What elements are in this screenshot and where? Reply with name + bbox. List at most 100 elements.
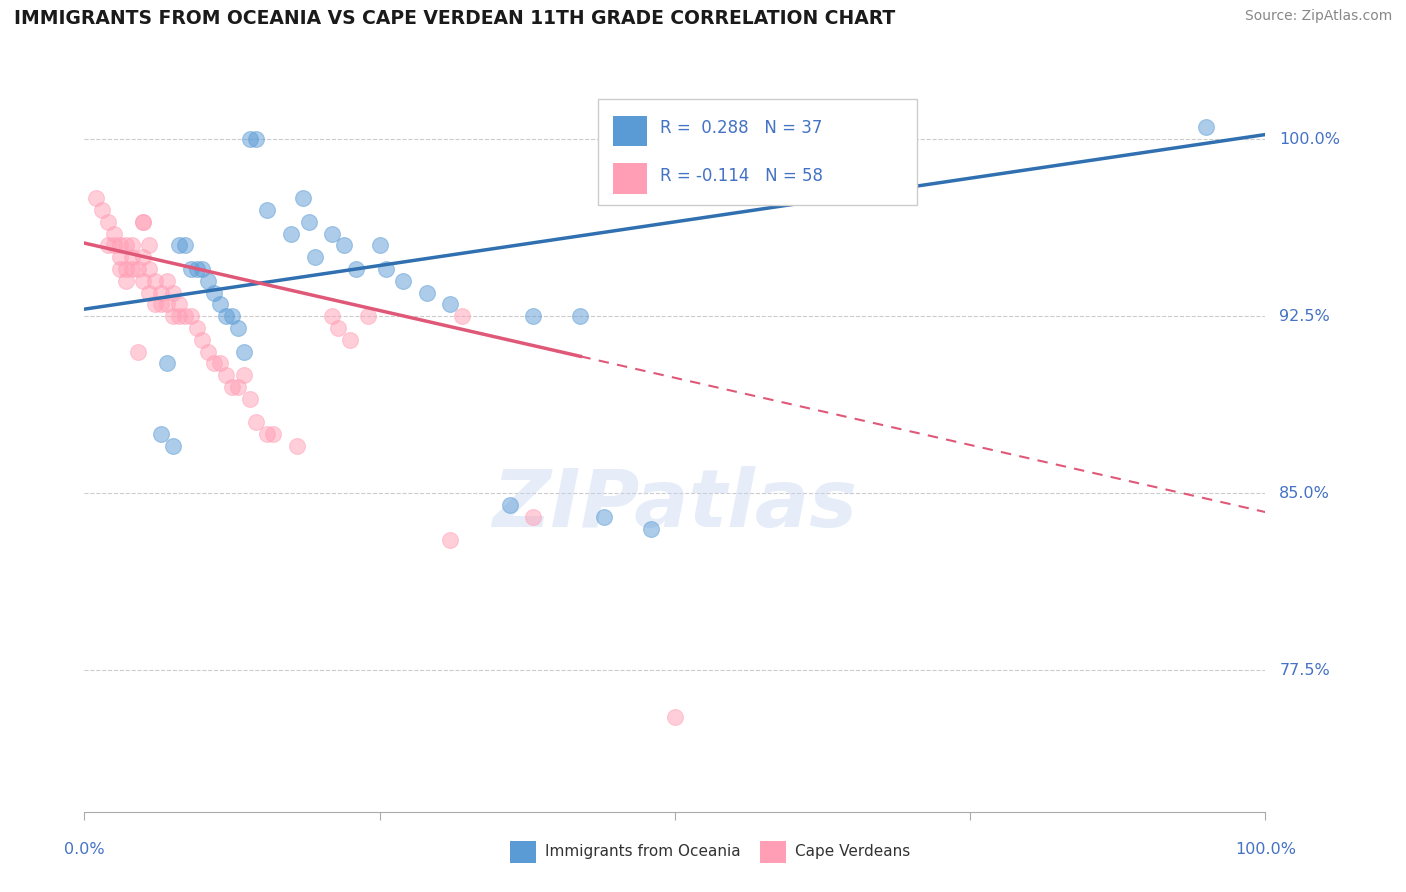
Point <box>245 132 267 146</box>
Point <box>143 274 166 288</box>
Point <box>108 250 131 264</box>
Point <box>84 191 107 205</box>
Point <box>156 356 179 370</box>
Point <box>132 215 155 229</box>
Point <box>138 262 160 277</box>
Point <box>640 522 662 536</box>
Point <box>162 285 184 300</box>
Point <box>191 333 214 347</box>
Point <box>416 285 439 300</box>
Point <box>852 132 875 146</box>
Point <box>339 333 361 347</box>
Point <box>256 427 278 442</box>
Point <box>103 238 125 252</box>
Point <box>127 262 149 277</box>
Point <box>232 344 254 359</box>
Point <box>162 439 184 453</box>
Point <box>215 368 238 383</box>
Point <box>150 285 173 300</box>
Point <box>202 285 225 300</box>
Text: 0.0%: 0.0% <box>65 842 104 857</box>
Point <box>180 262 202 277</box>
Point <box>132 274 155 288</box>
Point <box>321 310 343 324</box>
Point <box>1195 120 1218 135</box>
Point <box>298 215 321 229</box>
Point <box>357 310 380 324</box>
Point <box>127 344 149 359</box>
Point <box>186 262 208 277</box>
Point <box>114 262 136 277</box>
Point <box>180 310 202 324</box>
Point <box>262 427 284 442</box>
Point <box>114 274 136 288</box>
Point <box>239 132 262 146</box>
Point <box>103 227 125 241</box>
Point <box>186 321 208 335</box>
Point <box>368 238 391 252</box>
Point <box>239 392 262 406</box>
Point <box>226 380 249 394</box>
Point <box>321 227 343 241</box>
Point <box>173 238 195 252</box>
Text: ZIPatlas: ZIPatlas <box>492 466 858 543</box>
Text: 92.5%: 92.5% <box>1279 309 1330 324</box>
Point <box>143 297 166 311</box>
Point <box>138 238 160 252</box>
Point <box>215 310 238 324</box>
Point <box>304 250 326 264</box>
Text: R =  0.288   N = 37: R = 0.288 N = 37 <box>659 120 823 137</box>
Point <box>150 427 173 442</box>
Point <box>226 321 249 335</box>
Point <box>374 262 396 277</box>
Point <box>439 533 461 548</box>
Point <box>498 498 520 512</box>
Point <box>256 202 278 217</box>
Point <box>121 250 143 264</box>
FancyBboxPatch shape <box>613 163 647 194</box>
Point <box>197 274 219 288</box>
Point <box>156 297 179 311</box>
Point <box>522 509 544 524</box>
FancyBboxPatch shape <box>759 841 786 863</box>
Point <box>191 262 214 277</box>
Point <box>245 416 267 430</box>
Point <box>392 274 415 288</box>
Point <box>209 356 232 370</box>
Point <box>328 321 350 335</box>
Point <box>132 250 155 264</box>
Point <box>167 310 190 324</box>
Point <box>97 238 120 252</box>
Point <box>221 310 243 324</box>
Point <box>285 439 308 453</box>
Point <box>150 297 173 311</box>
Point <box>173 310 195 324</box>
Text: Immigrants from Oceania: Immigrants from Oceania <box>546 845 741 860</box>
Text: Cape Verdeans: Cape Verdeans <box>796 845 911 860</box>
Point <box>132 215 155 229</box>
Point <box>156 274 179 288</box>
FancyBboxPatch shape <box>598 99 917 204</box>
Point <box>280 227 302 241</box>
Point <box>333 238 356 252</box>
Point <box>522 310 544 324</box>
Point <box>121 262 143 277</box>
Point <box>91 202 114 217</box>
FancyBboxPatch shape <box>613 116 647 146</box>
Point <box>97 215 120 229</box>
Text: IMMIGRANTS FROM OCEANIA VS CAPE VERDEAN 11TH GRADE CORRELATION CHART: IMMIGRANTS FROM OCEANIA VS CAPE VERDEAN … <box>14 9 896 28</box>
Point <box>344 262 367 277</box>
Text: 77.5%: 77.5% <box>1279 663 1330 678</box>
Point <box>108 262 131 277</box>
FancyBboxPatch shape <box>509 841 536 863</box>
Point <box>664 710 686 724</box>
Point <box>221 380 243 394</box>
Point <box>121 238 143 252</box>
Text: Source: ZipAtlas.com: Source: ZipAtlas.com <box>1244 9 1392 23</box>
Point <box>593 509 616 524</box>
Point <box>451 310 474 324</box>
Text: R = -0.114   N = 58: R = -0.114 N = 58 <box>659 167 823 185</box>
Text: 100.0%: 100.0% <box>1279 132 1340 147</box>
Point <box>569 310 592 324</box>
Point <box>209 297 232 311</box>
